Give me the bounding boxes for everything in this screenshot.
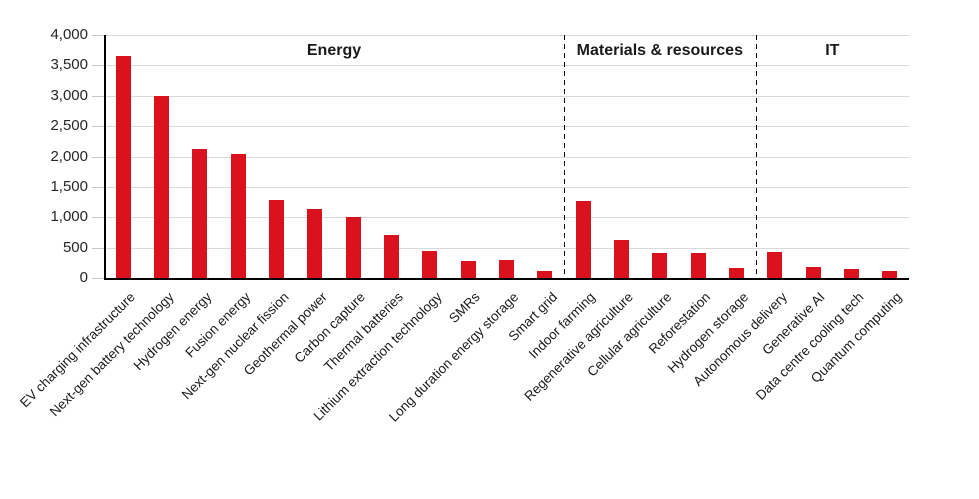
section-label: Energy: [306, 42, 362, 59]
y-axis-tick: [92, 247, 104, 249]
bar: [269, 200, 284, 278]
section-separator: [755, 35, 757, 278]
y-axis-tick-label: 3,500: [50, 56, 88, 74]
gridline: [104, 65, 909, 67]
bar: [192, 148, 208, 278]
bar: [844, 268, 859, 278]
bar: [575, 201, 591, 278]
y-axis-tick-label: 0: [79, 269, 88, 286]
gridline: [104, 95, 909, 97]
bar: [499, 259, 514, 278]
y-axis-tick-label: 1,000: [50, 208, 88, 226]
gridline: [104, 126, 909, 128]
bar: [345, 217, 361, 278]
bar: [537, 271, 553, 278]
bar: [460, 260, 476, 278]
bar: [767, 252, 783, 278]
y-axis-tick-label: 2,000: [50, 147, 88, 165]
bar: [805, 267, 821, 278]
bar: [307, 209, 323, 278]
section-label: Materials & resources: [576, 42, 743, 59]
y-axis-tick: [92, 217, 104, 219]
y-axis: [104, 35, 106, 279]
bar: [115, 56, 131, 278]
bar: [614, 240, 629, 278]
y-axis-tick-label: 2,500: [50, 117, 88, 135]
y-axis-tick-label: 4,000: [50, 26, 88, 43]
section-label: IT: [825, 42, 840, 59]
gridline: [104, 35, 909, 36]
bar: [652, 253, 668, 278]
bar: [729, 267, 744, 278]
y-axis-tick-label: 3,000: [50, 86, 88, 104]
section-separator: [564, 35, 565, 278]
y-axis-tick: [92, 126, 104, 128]
y-axis-tick: [92, 95, 104, 97]
y-axis-tick: [92, 278, 104, 279]
bar: [154, 95, 169, 278]
y-axis-tick: [92, 65, 104, 67]
gridline: [104, 217, 909, 219]
gridline: [104, 247, 909, 249]
y-axis-tick: [92, 186, 104, 188]
gridline: [104, 186, 909, 188]
x-axis: [104, 278, 909, 280]
y-axis-tick-label: 500: [62, 238, 88, 256]
y-axis-tick-label: 1,500: [50, 177, 88, 195]
bar: [384, 235, 399, 278]
bar: [882, 270, 898, 278]
gridline: [104, 156, 909, 158]
bar: [422, 250, 438, 278]
y-axis-tick: [92, 35, 104, 36]
y-axis-tick: [92, 156, 104, 158]
bar: [230, 154, 246, 278]
bar: [690, 253, 706, 278]
